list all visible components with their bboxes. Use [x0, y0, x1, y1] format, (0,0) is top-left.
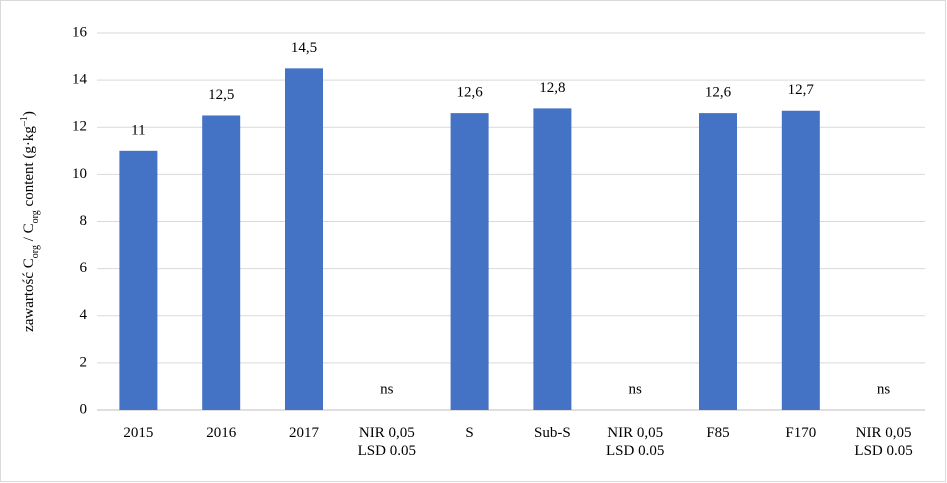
- y-axis-label-part: org: [30, 245, 41, 258]
- x-tick-label: F170: [785, 425, 817, 441]
- bar: [285, 68, 323, 410]
- bar: [699, 113, 737, 411]
- y-axis-label-part: / C: [21, 223, 37, 245]
- data-label: 11: [131, 122, 145, 138]
- bar: [781, 110, 820, 410]
- y-axis-label-part: org: [30, 210, 41, 223]
- data-label: ns: [380, 381, 394, 397]
- x-tick-label: 2017: [289, 425, 319, 441]
- x-tick-label: S: [465, 425, 474, 441]
- data-label: 12,6: [705, 85, 732, 101]
- x-tick-label: NIR 0,05 LSD 0.05: [606, 425, 665, 459]
- bar: [533, 108, 572, 411]
- x-tick-label: 2016: [206, 425, 237, 441]
- bar: [202, 115, 241, 410]
- y-tick-label: 4: [80, 307, 88, 323]
- data-label: 14,5: [291, 40, 317, 56]
- data-label: 12,6: [456, 85, 483, 101]
- y-axis-label-part: ): [21, 111, 37, 116]
- y-axis-label-part: content (g·kg: [21, 126, 37, 211]
- y-tick-label: 16: [72, 24, 88, 40]
- y-tick-label: 0: [80, 401, 88, 417]
- y-axis-label-part: –1: [19, 116, 30, 127]
- y-axis-label: zawartość Corg / Corg content (g·kg–1): [19, 111, 41, 332]
- x-tick-label: F85: [706, 425, 730, 441]
- data-label: ns: [877, 381, 891, 397]
- x-tick-label: NIR 0,05 LSD 0.05: [854, 425, 913, 459]
- data-label: 12,7: [788, 82, 815, 98]
- x-tick-label: 2015: [123, 425, 154, 441]
- y-tick-label: 12: [72, 119, 87, 135]
- y-tick-label: 6: [80, 260, 88, 276]
- y-tick-label: 10: [72, 166, 87, 182]
- bar: [119, 150, 158, 410]
- bar: [450, 113, 489, 411]
- x-tick-label: NIR 0,05 LSD 0.05: [357, 425, 416, 459]
- data-label: 12,8: [539, 80, 565, 96]
- data-label: 12,5: [208, 87, 234, 103]
- data-label: ns: [629, 381, 643, 397]
- x-tick-label: Sub-S: [534, 425, 571, 441]
- y-axis-label-part: zawartość C: [21, 258, 37, 332]
- y-tick-label: 8: [80, 213, 88, 229]
- y-tick-label: 2: [80, 354, 88, 370]
- y-tick-label: 14: [72, 72, 88, 88]
